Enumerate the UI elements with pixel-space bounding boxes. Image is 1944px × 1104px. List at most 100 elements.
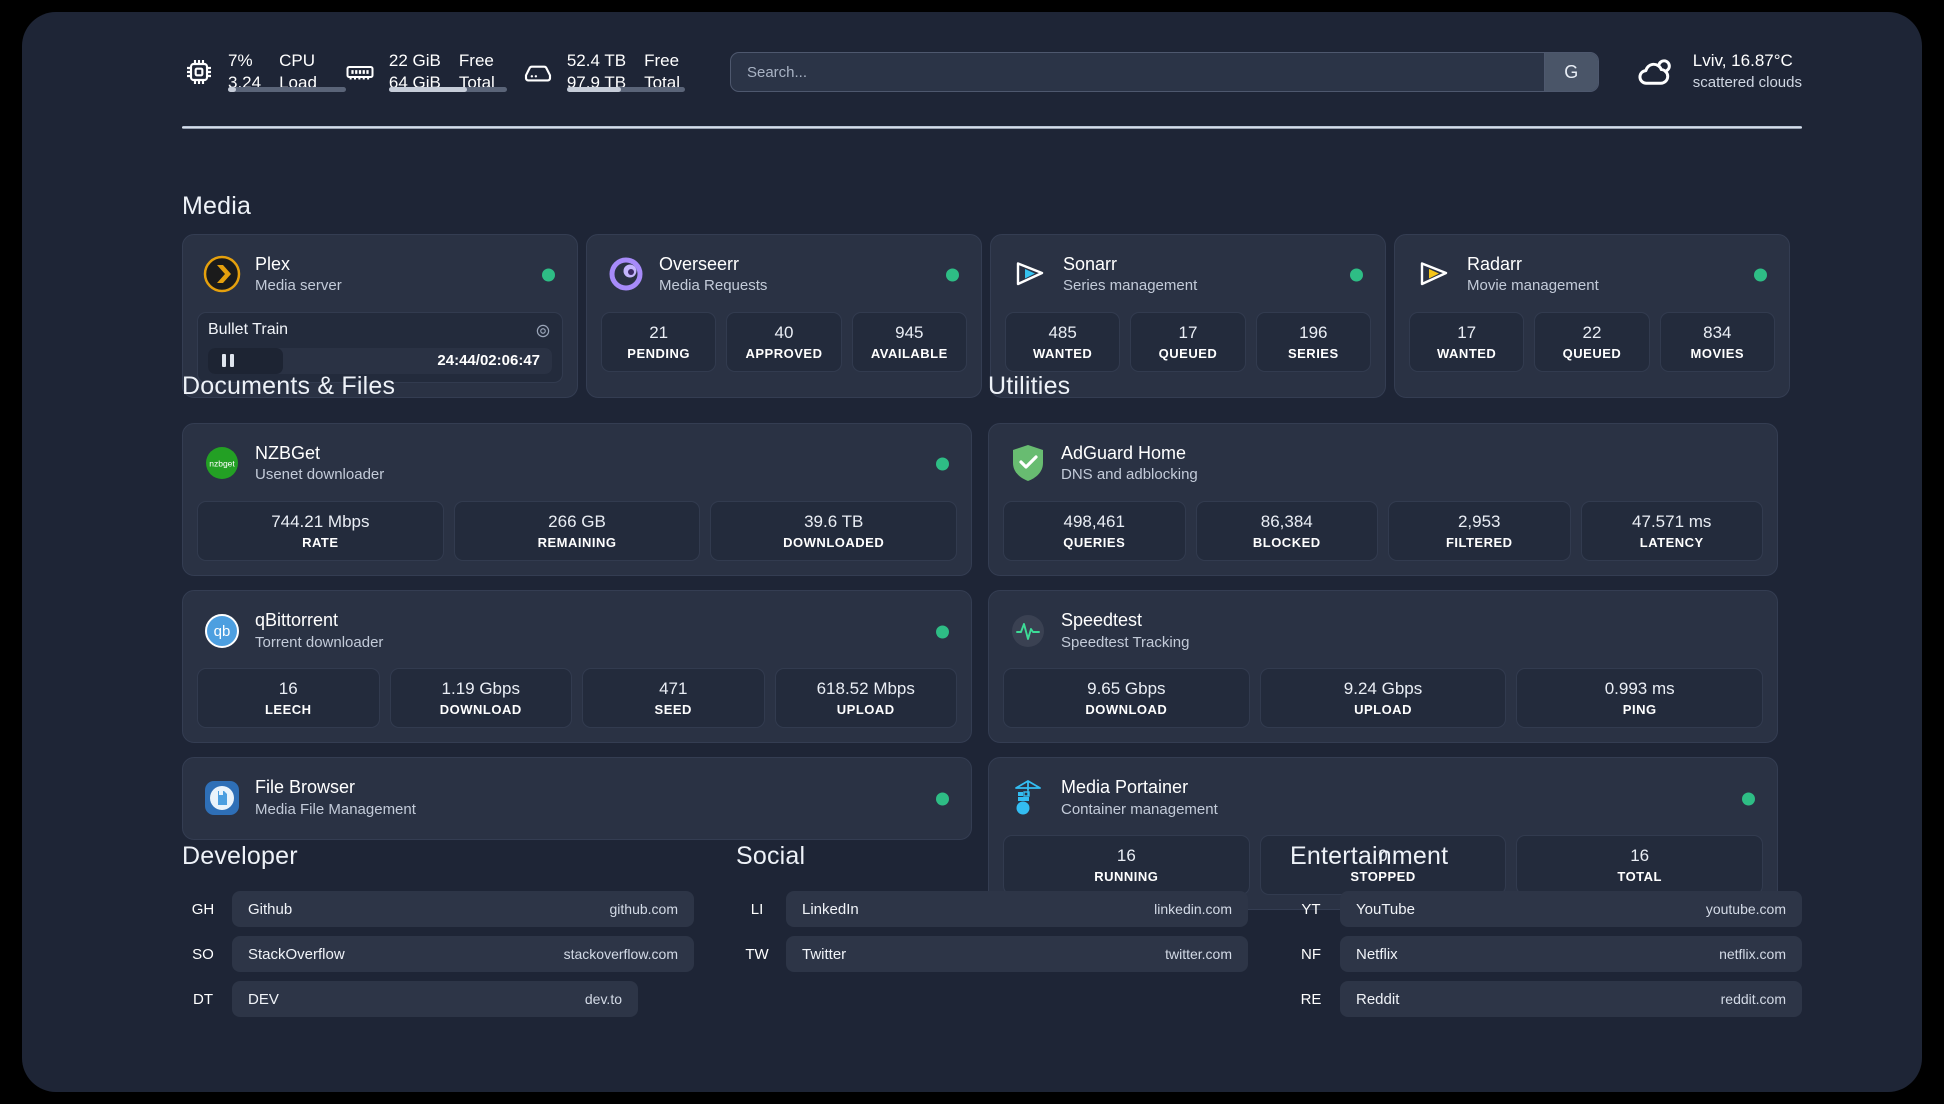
bookmark-pill[interactable]: YouTube youtube.com <box>1340 891 1802 927</box>
sonarr-icon <box>1011 255 1049 293</box>
list-item[interactable]: NF Netflix netflix.com <box>1290 936 1802 972</box>
stat-value: 47.571 ms <box>1632 511 1712 531</box>
filebrowser-status-dot <box>936 792 949 806</box>
stat-value: 21 <box>649 322 669 342</box>
bookmark-pill[interactable]: Reddit reddit.com <box>1340 981 1802 1017</box>
radarr-icon <box>1415 255 1453 293</box>
plex-status-dot <box>542 268 555 282</box>
filebrowser-subtitle: Media File Management <box>255 800 416 818</box>
dashboard-window: 7% 3.24 CPU Load 22 GiB <box>22 12 1922 1092</box>
stat-cell: 744.21 Mbps RATE <box>197 500 444 562</box>
stat-cell: 485 WANTED <box>1005 311 1121 373</box>
bookmark-name: Reddit <box>1356 990 1400 1008</box>
nzbget-card[interactable]: nzbget NZBGet Usenet downloader 744.21 M… <box>182 423 972 577</box>
bookmark-name: StackOverflow <box>248 945 345 963</box>
stat-value: 196 <box>1299 322 1328 342</box>
stat-cell: 471 SEED <box>582 668 765 729</box>
portainer-card-header: Media Portainer Container management <box>1003 772 1763 825</box>
stat-value: 9.24 Gbps <box>1343 679 1423 699</box>
list-item[interactable]: RE Reddit reddit.com <box>1290 981 1802 1017</box>
ram-free-value: 22 GiB <box>388 51 441 71</box>
pause-icon[interactable] <box>222 354 234 368</box>
overseerr-stats: 21 PENDING 40 APPROVED 945 AVAILABLE <box>601 311 967 373</box>
stat-cell: 834 MOVIES <box>1659 311 1775 373</box>
plex-card[interactable]: Plex Media server Bullet Train 24:44/02:… <box>182 234 578 398</box>
search-bar[interactable]: G <box>729 52 1599 92</box>
stat-value: 471 <box>659 679 688 699</box>
bookmark-pill[interactable]: StackOverflow stackoverflow.com <box>232 936 694 972</box>
overseerr-card[interactable]: Overseerr Media Requests 21 PENDING 40 A… <box>586 234 982 398</box>
search-engine-button[interactable]: G <box>1543 53 1598 91</box>
filebrowser-icon <box>203 779 241 817</box>
stat-value: 266 GB <box>548 511 606 531</box>
stat-value: 498,461 <box>1063 511 1125 531</box>
qbittorrent-icon: qb <box>203 612 241 650</box>
weather-condition: scattered clouds <box>1692 74 1802 92</box>
bookmark-pill[interactable]: Netflix netflix.com <box>1340 936 1802 972</box>
disk-label-1: Free <box>644 51 680 71</box>
adguard-card-header: AdGuard Home DNS and adblocking <box>1003 438 1763 491</box>
social-section-title: Social <box>736 842 806 870</box>
qbittorrent-subtitle: Torrent downloader <box>255 633 384 651</box>
qbittorrent-status-dot <box>936 625 949 639</box>
portainer-status-dot <box>1742 792 1755 806</box>
radarr-subtitle: Movie management <box>1467 277 1599 295</box>
list-item[interactable]: LI LinkedIn linkedin.com <box>736 891 1248 927</box>
stat-label: LEECH <box>264 702 312 718</box>
speedtest-subtitle: Speedtest Tracking <box>1061 633 1190 651</box>
search-input[interactable] <box>730 53 1544 91</box>
disk-icon <box>521 55 555 89</box>
gear-icon[interactable] <box>534 322 552 340</box>
bookmark-pill[interactable]: DEV dev.to <box>232 981 638 1017</box>
list-item[interactable]: TW Twitter twitter.com <box>736 936 1248 972</box>
bookmark-url: reddit.com <box>1720 991 1786 1007</box>
speedtest-name: Speedtest <box>1061 610 1143 631</box>
plex-progress[interactable]: 24:44/02:06:47 <box>208 347 552 374</box>
bookmark-pill[interactable]: LinkedIn linkedin.com <box>786 891 1248 927</box>
qbittorrent-card[interactable]: qb qBittorrent Torrent downloader 16 LEE… <box>182 590 972 744</box>
nzbget-icon: nzbget <box>203 444 241 482</box>
list-item[interactable]: SO StackOverflow stackoverflow.com <box>182 936 694 972</box>
bookmark-pill[interactable]: Github github.com <box>232 891 694 927</box>
bookmark-group-developer: Developer GH Github github.com SO StackO… <box>182 842 694 1017</box>
radarr-status-dot <box>1754 268 1767 282</box>
bookmark-abbr: DT <box>193 990 213 1008</box>
qbittorrent-card-header: qb qBittorrent Torrent downloader <box>197 605 957 658</box>
bookmark-abbr: NF <box>1301 945 1321 963</box>
speedtest-card[interactable]: Speedtest Speedtest Tracking 9.65 Gbps D… <box>988 590 1778 744</box>
bookmark-url: github.com <box>609 901 678 917</box>
cpu-stat: 7% 3.24 CPU Load <box>182 50 346 94</box>
bookmark-url: dev.to <box>584 991 622 1007</box>
bookmark-abbr: GH <box>191 900 215 918</box>
bookmark-pill[interactable]: Twitter twitter.com <box>786 936 1248 972</box>
nzbget-status-dot <box>936 457 949 471</box>
nzbget-name: NZBGet <box>255 443 321 463</box>
list-item[interactable]: DT DEV dev.to <box>182 981 694 1017</box>
sonarr-status-dot <box>1350 268 1363 282</box>
stat-label: LATENCY <box>1639 535 1704 551</box>
bookmark-group-entertainment: Entertainment YT YouTube youtube.com NF … <box>1290 842 1802 1017</box>
list-item[interactable]: YT YouTube youtube.com <box>1290 891 1802 927</box>
documents-column: Documents & Files nzbget NZBGet Usenet d… <box>182 372 972 910</box>
bookmark-abbr: SO <box>192 945 214 963</box>
cpu-icon <box>182 55 216 89</box>
stat-cell: 21 PENDING <box>601 311 717 373</box>
stat-label: DOWNLOAD <box>439 702 522 718</box>
filebrowser-card[interactable]: File Browser Media File Management <box>182 757 972 841</box>
stat-label: DOWNLOAD <box>1085 702 1168 718</box>
sonarr-stats: 485 WANTED 17 QUEUED 196 SERIES <box>1005 311 1371 373</box>
stat-label: PENDING <box>627 346 691 362</box>
adguard-card[interactable]: AdGuard Home DNS and adblocking 498,461 … <box>988 423 1778 577</box>
sonarr-card[interactable]: Sonarr Series management 485 WANTED 17 Q… <box>990 234 1386 398</box>
portainer-name: Media Portainer <box>1061 777 1189 798</box>
utilities-column: Utilities AdGuard Home DNS and adblockin… <box>988 372 1778 911</box>
radarr-card[interactable]: Radarr Movie management 17 WANTED 22 QUE… <box>1394 234 1790 398</box>
portainer-stats: 16 RUNNING 0 STOPPED 16 TOTAL <box>1003 835 1764 896</box>
bookmark-abbr: LI <box>750 900 764 918</box>
stat-cell: 0.993 ms PING <box>1516 668 1764 729</box>
list-item[interactable]: GH Github github.com <box>182 891 694 927</box>
plex-timestamps: 24:44/02:06:47 <box>437 352 540 369</box>
portainer-card[interactable]: Media Portainer Container management 16 … <box>988 757 1778 911</box>
stat-value: 485 <box>1048 322 1077 342</box>
plex-time-separator: / <box>475 352 480 370</box>
